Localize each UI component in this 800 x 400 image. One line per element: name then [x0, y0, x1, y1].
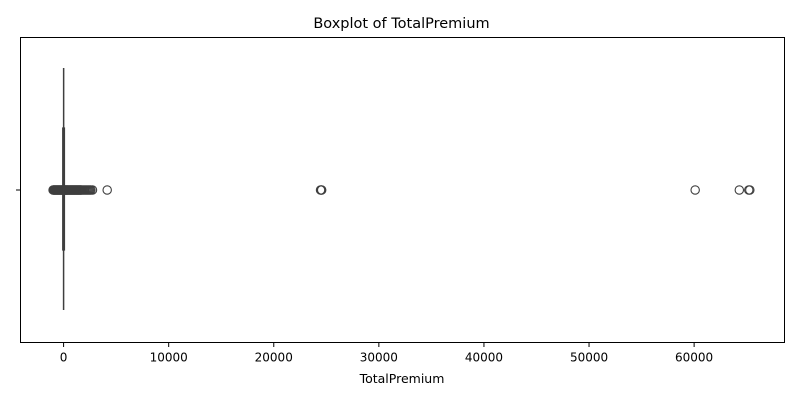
x-tick-label: 40000 [465, 351, 503, 365]
outlier-point [316, 185, 327, 195]
outlier-point [745, 185, 755, 195]
outlier-point [87, 185, 98, 195]
outlier-point [734, 185, 745, 195]
x-tick-label: 10000 [150, 351, 188, 365]
x-tick-label: 0 [60, 351, 68, 365]
box-layer [62, 68, 66, 310]
x-axis: 0 10000 20000 30000 40000 50000 60000 [60, 342, 713, 365]
outliers-layer [48, 185, 755, 195]
outlier-point [690, 185, 700, 195]
axes-frame [20, 37, 785, 343]
x-tick-label: 30000 [360, 351, 398, 365]
x-axis-label: TotalPremium [359, 371, 445, 386]
outlier-point [102, 185, 112, 195]
x-tick-label: 20000 [255, 351, 293, 365]
x-tick-label: 60000 [675, 351, 713, 365]
plot-area [20, 37, 785, 343]
x-tick-label: 50000 [570, 351, 608, 365]
chart-title: Boxplot of TotalPremium [313, 16, 489, 32]
